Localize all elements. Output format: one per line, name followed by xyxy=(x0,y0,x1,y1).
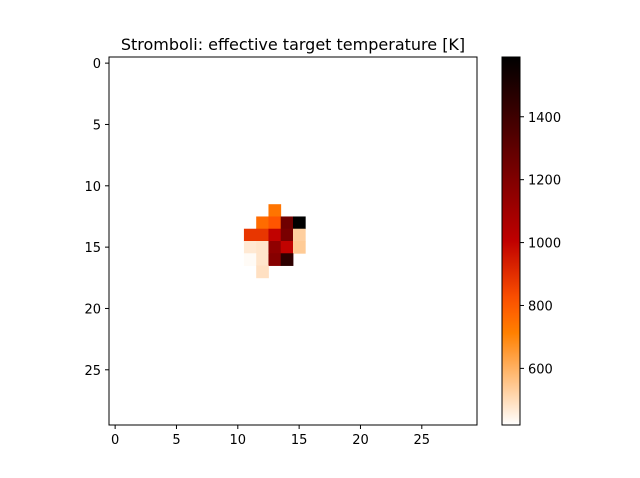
heat-cell xyxy=(243,253,257,266)
colorbar-tick-label: 1400 xyxy=(528,111,561,126)
y-tick-label: 20 xyxy=(84,302,101,317)
chart-title: Stromboli: effective target temperature … xyxy=(121,35,465,54)
heat-cell xyxy=(280,216,294,230)
y-tick-label: 5 xyxy=(93,118,101,133)
heat-cell xyxy=(293,228,306,242)
heat-cell xyxy=(256,265,269,279)
heat-cell xyxy=(243,241,257,254)
x-tick-label: 5 xyxy=(172,433,180,448)
x-tick-label: 20 xyxy=(352,433,369,448)
heat-cell xyxy=(243,228,257,242)
x-tick-label: 15 xyxy=(291,433,308,448)
heatmap-cells xyxy=(243,204,306,279)
x-tick-label: 0 xyxy=(111,433,119,448)
heat-cell xyxy=(256,228,269,242)
colorbar-axis: 600 800 1000 1200 1400 xyxy=(520,111,561,377)
colorbar-tick-label: 1000 xyxy=(528,237,561,252)
heat-cell xyxy=(256,253,269,266)
heat-cell xyxy=(256,216,269,230)
x-axis: 0 5 10 15 20 25 xyxy=(111,425,430,448)
y-tick-label: 0 xyxy=(93,57,101,72)
heat-cell xyxy=(256,241,269,254)
heat-cell xyxy=(268,228,282,242)
colorbar-tick-label: 1200 xyxy=(528,174,561,189)
heat-cell xyxy=(280,228,294,242)
heat-cell xyxy=(268,204,282,217)
plot-frame xyxy=(108,56,478,426)
heat-cell xyxy=(280,253,294,266)
heat-cell xyxy=(280,241,294,254)
colorbar-tick-label: 600 xyxy=(528,362,553,377)
y-tick-label: 15 xyxy=(84,241,101,256)
colorbar-tick-label: 800 xyxy=(528,299,553,314)
y-tick-label: 10 xyxy=(84,180,101,195)
x-tick-label: 10 xyxy=(230,433,247,448)
y-tick-label: 25 xyxy=(84,364,101,379)
heat-cell xyxy=(293,241,306,254)
colorbar xyxy=(501,56,521,426)
heat-cell xyxy=(268,216,282,230)
heat-cell xyxy=(268,241,282,254)
x-tick-label: 25 xyxy=(414,433,431,448)
heat-cell xyxy=(293,216,306,230)
heat-cell xyxy=(268,253,282,266)
y-axis: 0 5 10 15 20 25 xyxy=(84,57,109,379)
